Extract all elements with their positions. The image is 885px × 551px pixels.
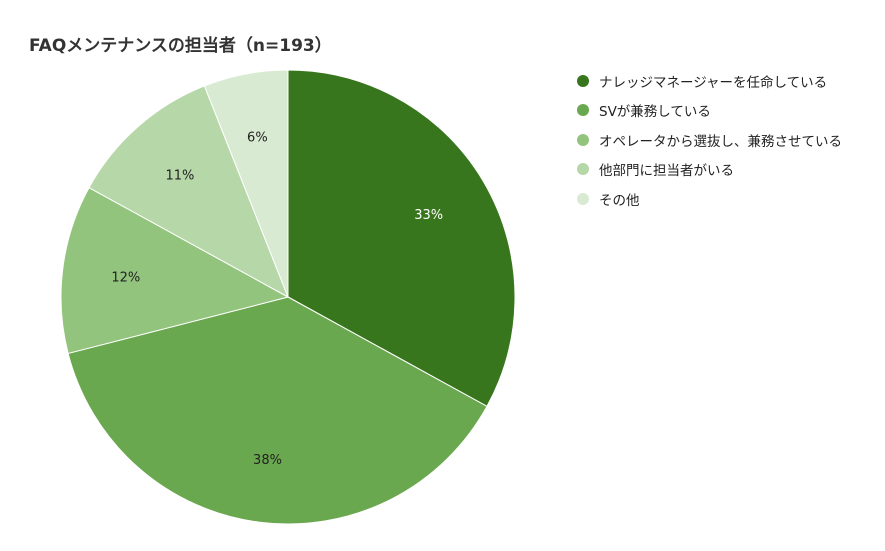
pie-slice (203, 69, 289, 298)
pie-slice (67, 296, 488, 525)
legend-label: その他 (599, 192, 640, 209)
pie-slice (287, 69, 516, 408)
legend-label: ナレッジマネージャーを任命している (599, 74, 828, 91)
legend-item: 他部門に担当者がいる (577, 155, 842, 185)
legend-item: その他 (577, 184, 842, 214)
legend-item: ナレッジマネージャーを任命している (577, 66, 842, 96)
legend-swatch-icon (577, 192, 589, 205)
legend-swatch-icon (577, 104, 589, 117)
legend-label: SVが兼務している (599, 104, 711, 121)
slice-percent-label: 11% (165, 168, 194, 183)
slice-percent-label: 6% (247, 130, 268, 145)
slice-percent-label: 12% (111, 271, 140, 286)
pie-slice (88, 85, 289, 299)
chart-title: FAQメンテナンスの担当者（n=193） (29, 36, 332, 56)
legend-item: オペレータから選抜し、兼務させている (577, 125, 842, 155)
legend-swatch-icon (577, 163, 589, 176)
legend-swatch-icon (577, 133, 589, 146)
legend-item: SVが兼務している (577, 96, 842, 126)
slice-percent-label: 33% (414, 208, 443, 223)
legend-label: オペレータから選抜し、兼務させている (599, 133, 842, 150)
slice-percent-label: 38% (253, 453, 282, 468)
legend-swatch-icon (577, 74, 589, 87)
legend-label: 他部門に担当者がいる (599, 163, 734, 180)
pie-slice (60, 186, 290, 355)
legend: ナレッジマネージャーを任命している SVが兼務しているオペレータから選抜し、兼務さ… (577, 66, 842, 214)
